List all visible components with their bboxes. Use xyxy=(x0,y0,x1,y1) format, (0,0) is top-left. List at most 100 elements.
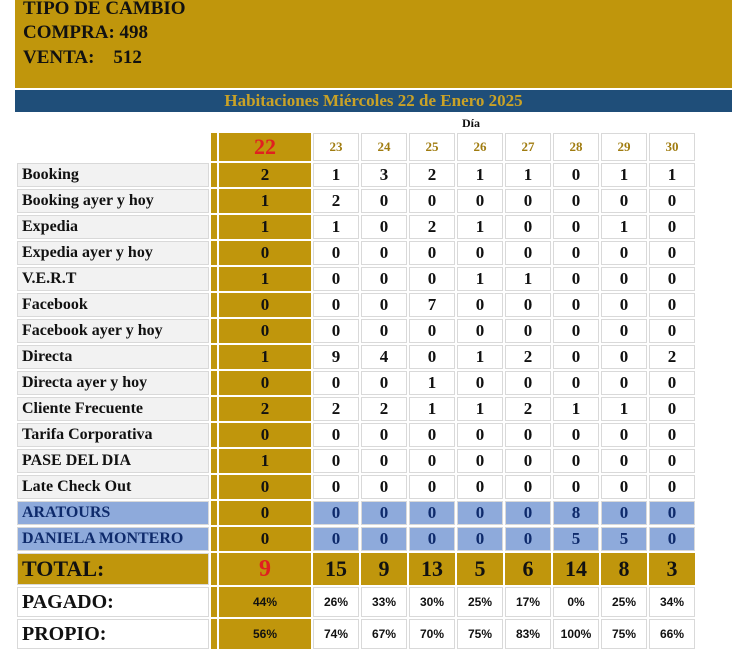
cell-value: 0 xyxy=(313,241,359,265)
cell-value: 2 xyxy=(313,189,359,213)
today-separator xyxy=(211,527,217,551)
cell-value: 75% xyxy=(601,619,647,649)
cell-value: 1 xyxy=(601,397,647,421)
cell-value: 0 xyxy=(313,501,359,525)
today-value: 1 xyxy=(219,449,311,473)
total-row: TOTAL: 9 15 9 13 5 6 14 8 3 xyxy=(17,553,695,585)
cell-value: 0 xyxy=(505,371,551,395)
cell-value: 0 xyxy=(361,423,407,447)
cell-value: 26% xyxy=(313,587,359,617)
cell-value: 7 xyxy=(409,293,455,317)
cell-value: 3 xyxy=(361,163,407,187)
cell-value: 0 xyxy=(649,501,695,525)
today-day-header: 22 xyxy=(219,133,311,161)
cell-value: 1 xyxy=(313,215,359,239)
cell-value: 0 xyxy=(601,423,647,447)
cell-value: 0 xyxy=(553,293,599,317)
today-value: 2 xyxy=(219,163,311,187)
table-row: Booking 2 1 3 2 1 1 0 1 1 xyxy=(17,163,695,187)
cell-value: 0 xyxy=(457,501,503,525)
cell-value: 0 xyxy=(457,449,503,473)
cell-value: 0 xyxy=(601,501,647,525)
row-label: Tarifa Corporativa xyxy=(17,423,209,447)
today-value: 1 xyxy=(219,215,311,239)
today-value: 0 xyxy=(219,423,311,447)
today-separator xyxy=(211,371,217,395)
day-header: 25 xyxy=(409,133,455,161)
cell-value: 0 xyxy=(361,475,407,499)
cell-value: 0 xyxy=(457,293,503,317)
today-separator xyxy=(211,397,217,421)
cell-value: 5 xyxy=(601,527,647,551)
cell-value: 0 xyxy=(361,189,407,213)
cell-value: 0 xyxy=(553,371,599,395)
cell-value: 0 xyxy=(505,423,551,447)
cell-value: 17% xyxy=(505,587,551,617)
today-value: 0 xyxy=(219,241,311,265)
cell-value: 1 xyxy=(505,267,551,291)
cell-value: 1 xyxy=(457,345,503,369)
cell-value: 1 xyxy=(601,215,647,239)
row-label: Late Check Out xyxy=(17,475,209,499)
table-row: Facebook ayer y hoy 0 0 0 0 0 0 0 0 0 xyxy=(17,319,695,343)
cell-value: 1 xyxy=(457,163,503,187)
day-header-row: 22 23 24 25 26 27 28 29 30 xyxy=(17,133,695,161)
cell-value: 0 xyxy=(313,527,359,551)
cell-value: 1 xyxy=(457,215,503,239)
cell-value: 5 xyxy=(553,527,599,551)
cell-value: 0 xyxy=(505,501,551,525)
pagado-row-label: PAGADO: xyxy=(17,587,209,617)
cell-value: 0 xyxy=(553,241,599,265)
cell-value: 2 xyxy=(649,345,695,369)
table-row: DANIELA MONTERO 0 0 0 0 0 0 5 5 0 xyxy=(17,527,695,551)
cell-value: 0 xyxy=(505,293,551,317)
cell-value: 0 xyxy=(409,241,455,265)
day-header: 24 xyxy=(361,133,407,161)
cell-value: 0 xyxy=(505,449,551,473)
today-value: 0 xyxy=(219,475,311,499)
cell-value: 9 xyxy=(313,345,359,369)
cell-value: 0 xyxy=(313,423,359,447)
cell-value: 0 xyxy=(313,267,359,291)
table-row: Tarifa Corporativa 0 0 0 0 0 0 0 0 0 xyxy=(17,423,695,447)
cell-value: 0 xyxy=(553,267,599,291)
cell-value: 0 xyxy=(601,345,647,369)
cell-value: 0 xyxy=(409,319,455,343)
today-value: 44% xyxy=(219,587,311,617)
cell-value: 0 xyxy=(457,319,503,343)
cell-value: 0 xyxy=(361,215,407,239)
cell-value: 100% xyxy=(553,619,599,649)
cell-value: 0 xyxy=(505,475,551,499)
today-value: 1 xyxy=(219,267,311,291)
day-header: 30 xyxy=(649,133,695,161)
cell-value: 1 xyxy=(457,267,503,291)
cell-value: 0 xyxy=(553,345,599,369)
cell-value: 0 xyxy=(361,267,407,291)
table-row: V.E.R.T 1 0 0 0 1 1 0 0 0 xyxy=(17,267,695,291)
table-row: Expedia 1 1 0 2 1 0 0 1 0 xyxy=(17,215,695,239)
corner-cell xyxy=(17,133,209,161)
cell-value: 0 xyxy=(457,475,503,499)
today-separator xyxy=(211,553,217,585)
cell-value: 6 xyxy=(505,553,551,585)
cell-value: 0 xyxy=(553,189,599,213)
cell-value: 0 xyxy=(409,189,455,213)
cell-value: 0 xyxy=(361,319,407,343)
cell-value: 0 xyxy=(313,449,359,473)
cell-value: 2 xyxy=(505,397,551,421)
cell-value: 0 xyxy=(601,475,647,499)
cell-value: 2 xyxy=(409,215,455,239)
cell-value: 0 xyxy=(649,423,695,447)
table-row: Booking ayer y hoy 1 2 0 0 0 0 0 0 0 xyxy=(17,189,695,213)
table-row: Directa ayer y hoy 0 0 0 1 0 0 0 0 0 xyxy=(17,371,695,395)
cell-value: 13 xyxy=(409,553,455,585)
exchange-rate-title: TIPO DE CAMBIO xyxy=(23,0,186,19)
cell-value: 2 xyxy=(409,163,455,187)
cell-value: 0 xyxy=(649,371,695,395)
row-label: Directa xyxy=(17,345,209,369)
cell-value: 0 xyxy=(409,345,455,369)
cell-value: 8 xyxy=(553,501,599,525)
cell-value: 0 xyxy=(457,527,503,551)
rooms-table: 22 23 24 25 26 27 28 29 30 Booking 2 1 3 2 1 1 0 1 1 Bookin… xyxy=(15,131,697,651)
cell-value: 0 xyxy=(361,293,407,317)
